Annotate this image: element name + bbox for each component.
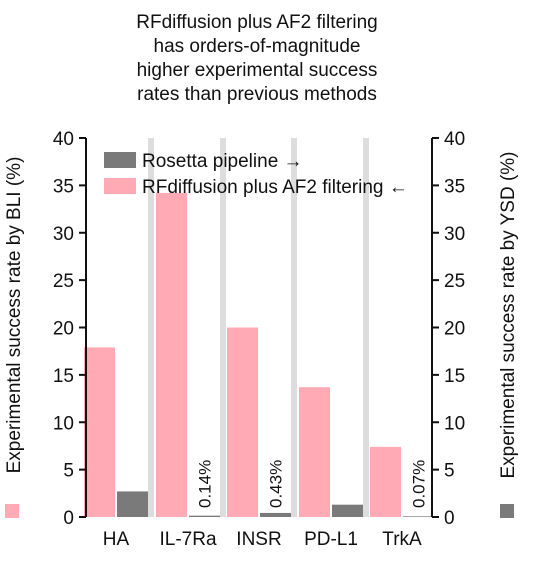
bar-annotation: 0.14% — [196, 460, 215, 508]
right-tick-label: 5 — [444, 461, 455, 482]
left-tick-label: 40 — [53, 129, 74, 150]
bar-rfdiffusion-trka — [370, 447, 401, 517]
left-tick-label: 20 — [53, 319, 74, 340]
bar-rosetta-ha — [117, 491, 148, 517]
right-tick-label: 20 — [444, 319, 465, 340]
bar-rfdiffusion-pd-l1 — [299, 387, 330, 517]
legend-label-rosetta: Rosetta pipeline → — [142, 151, 303, 172]
right-axis-label: Experimental success rate by YSD (%) — [498, 152, 519, 479]
right-tick-label: 10 — [444, 413, 465, 434]
right-tick-label: 0 — [444, 508, 455, 529]
bar-rfdiffusion-ha — [84, 347, 115, 517]
right-tick-label: 40 — [444, 129, 465, 150]
category-label: TrkA — [382, 529, 422, 550]
bar-annotation: 0.07% — [410, 460, 429, 508]
bar-rosetta-insr — [260, 513, 291, 517]
bar-rosetta-pd-l1 — [332, 505, 363, 517]
left-tick-label: 0 — [63, 508, 74, 529]
left-axis-color-key — [5, 504, 19, 518]
bar-annotation: 0.43% — [267, 460, 286, 508]
bar-rosetta-trka — [403, 516, 434, 517]
bar-rfdiffusion-insr — [227, 328, 258, 518]
bar-rfdiffusion-il-7ra — [156, 193, 187, 517]
left-tick-label: 30 — [53, 224, 74, 245]
chart-title-line: RFdiffusion plus AF2 filtering — [136, 12, 378, 33]
right-tick-label: 25 — [444, 271, 465, 292]
chart-title-line: has orders-of-magnitude — [154, 36, 361, 57]
legend-swatch-rosetta — [104, 152, 136, 168]
chart-title-line: rates than previous methods — [137, 84, 377, 105]
chart-title: RFdiffusion plus AF2 filtering has orders… — [136, 12, 378, 105]
legend-label-rfdiffusion: RFdiffusion plus AF2 filtering ← — [142, 177, 408, 198]
category-label: INSR — [236, 529, 281, 550]
left-tick-label: 15 — [53, 366, 74, 387]
category-label: HA — [103, 529, 130, 550]
legend-swatch-rfdiffusion — [104, 178, 136, 194]
left-tick-label: 10 — [53, 413, 74, 434]
category-label: IL-7Ra — [159, 529, 216, 550]
bar-rosetta-il-7ra — [189, 516, 220, 517]
left-tick-label: 35 — [53, 176, 74, 197]
right-tick-label: 35 — [444, 176, 465, 197]
left-axis-label: Experimental success rate by BLI (%) — [4, 157, 25, 474]
right-axis-color-key — [500, 504, 514, 518]
right-y-axis: 0 5 10 15 20 25 30 35 40 — [432, 129, 465, 529]
chart-title-line: higher experimental success — [137, 60, 378, 81]
category-label: PD-L1 — [304, 529, 358, 550]
x-axis-category-labels: HA IL-7Ra INSR PD-L1 TrkA — [103, 529, 422, 550]
left-tick-label: 5 — [63, 461, 74, 482]
left-tick-label: 25 — [53, 271, 74, 292]
left-y-axis: 0 5 10 15 20 25 30 35 40 — [53, 129, 86, 529]
right-tick-label: 30 — [444, 224, 465, 245]
bars — [84, 193, 434, 517]
right-tick-label: 15 — [444, 366, 465, 387]
